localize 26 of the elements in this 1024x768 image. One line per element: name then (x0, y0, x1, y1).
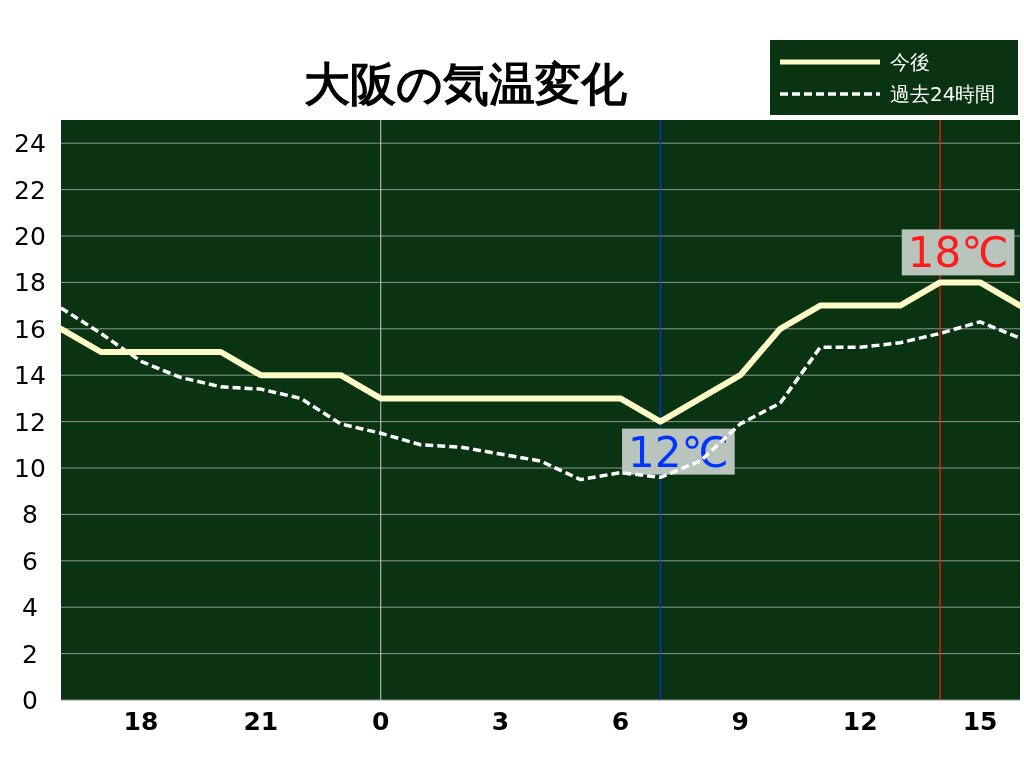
x-tick-label: 3 (491, 707, 510, 736)
y-tick-label: 0 (22, 686, 38, 715)
annotation: 12℃ (628, 427, 729, 477)
y-tick-label: 22 (14, 175, 46, 205)
y-tick-label: 18 (14, 268, 46, 298)
y-tick-label: 2 (22, 639, 38, 669)
y-tick-label: 4 (22, 593, 38, 623)
legend-label: 今後 (890, 50, 930, 74)
x-tick-label: 9 (731, 707, 749, 736)
chart-title: 大阪の気温変化 (303, 57, 628, 111)
y-tick-label: 12 (14, 407, 46, 437)
x-tick-label: 6 (611, 707, 630, 736)
y-tick-label: 6 (22, 546, 38, 576)
x-tick-label: 15 (962, 707, 998, 736)
y-tick-label: 16 (14, 314, 46, 344)
x-tick-label: 12 (842, 707, 878, 736)
y-tick-label: 24 (14, 129, 46, 159)
x-tick-label: 0 (371, 707, 390, 736)
x-tick-label: 18 (123, 707, 159, 736)
y-tick-label: 8 (22, 500, 38, 530)
y-tick-label: 14 (14, 361, 46, 391)
y-tick-label: 20 (14, 222, 46, 251)
annotation: 18℃ (907, 228, 1009, 278)
y-tick-label: 10 (14, 454, 46, 483)
legend-label: 過去24時間 (890, 82, 996, 106)
x-tick-label: 21 (243, 707, 279, 736)
